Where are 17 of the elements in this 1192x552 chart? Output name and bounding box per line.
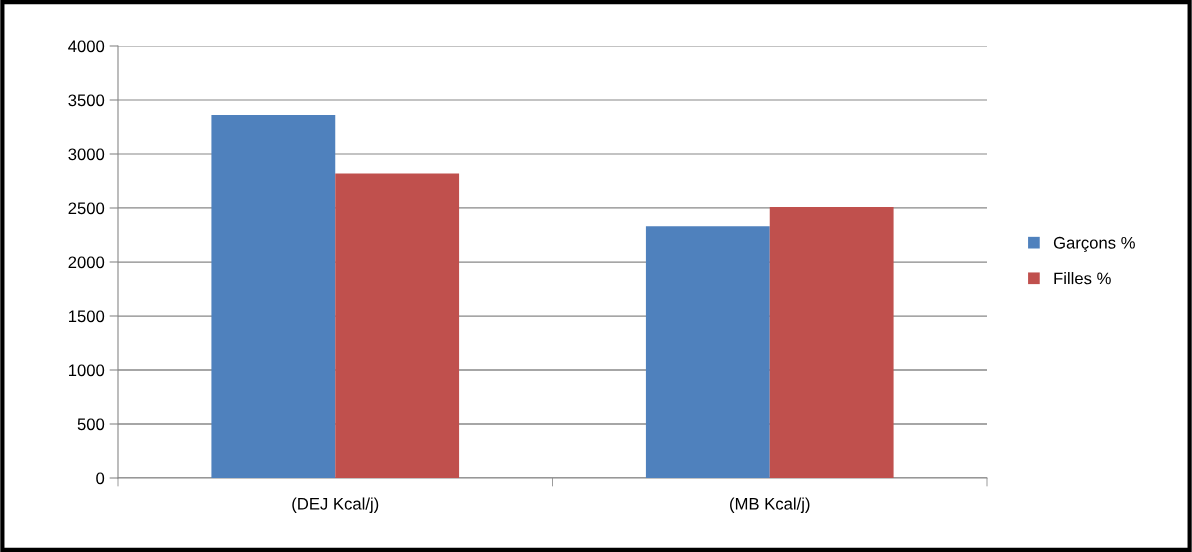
bar xyxy=(211,115,336,478)
y-tick-label: 2000 xyxy=(68,256,105,269)
y-tick-label: 2500 xyxy=(68,202,105,215)
y-tick-label: 4000 xyxy=(68,40,105,53)
y-tick-label: 500 xyxy=(77,418,105,431)
bar xyxy=(769,206,894,478)
bar xyxy=(335,173,460,478)
legend-label: Garçons % xyxy=(1053,236,1135,253)
y-tick-label: 3500 xyxy=(68,94,105,107)
bar xyxy=(645,226,770,478)
y-tick-label: 0 xyxy=(96,472,105,485)
y-tick-label: 3000 xyxy=(68,148,105,161)
x-tick-label: (MB Kcal/j) xyxy=(730,497,810,513)
y-tick-label: 1500 xyxy=(69,310,105,323)
y-tick-label: 1000 xyxy=(69,364,105,377)
legend-label: Filles % xyxy=(1054,272,1111,285)
x-tick-label: (DEJ Kcal/j) xyxy=(292,497,379,513)
